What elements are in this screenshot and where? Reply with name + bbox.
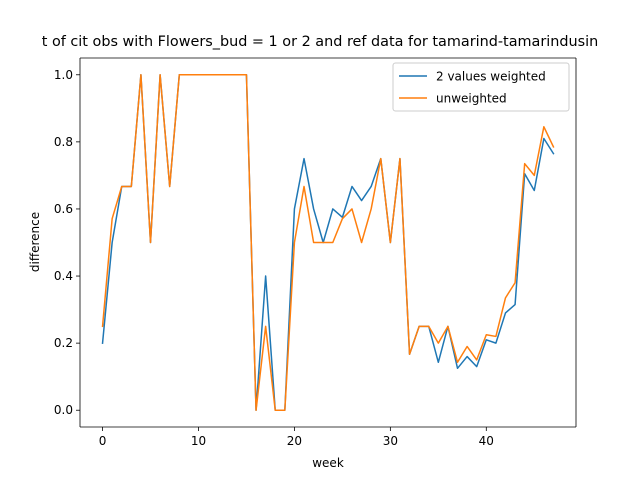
legend-frame xyxy=(392,62,570,112)
x-tick-label: 0 xyxy=(99,434,107,448)
y-tick-label: 0.2 xyxy=(54,336,73,350)
x-tick-label: 20 xyxy=(287,434,302,448)
series-layer xyxy=(101,74,555,411)
y-tick-label: 0.6 xyxy=(54,202,73,216)
x-tick-label: 40 xyxy=(479,434,494,448)
legend-label: unweighted xyxy=(436,92,507,106)
x-axis-label: week xyxy=(312,456,344,470)
tick-layer: 0 10 20 30 40 0.0 0.2 0.4 0.6 0.8 1.0 xyxy=(54,57,577,448)
y-axis-label: difference xyxy=(28,212,42,272)
x-tick-label: 30 xyxy=(383,434,398,448)
legend: 2 values weighted unweighted xyxy=(392,62,570,112)
legend-label: 2 values weighted xyxy=(436,70,546,84)
chart-title: t of cit obs with Flowers_bud = 1 or 2 a… xyxy=(42,34,599,50)
series-line-unweighted xyxy=(101,74,555,411)
x-tick-label: 10 xyxy=(191,434,206,448)
y-tick-label: 0.8 xyxy=(54,135,73,149)
y-tick-label: 0.4 xyxy=(54,269,73,283)
y-tick-label: 0.0 xyxy=(54,403,73,417)
y-tick-label: 1.0 xyxy=(54,68,73,82)
